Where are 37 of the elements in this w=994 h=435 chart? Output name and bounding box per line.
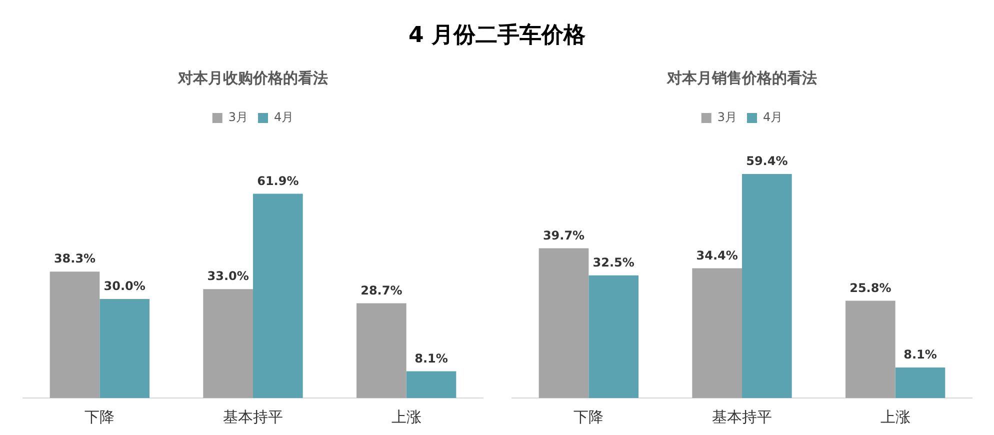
bar <box>202 289 252 398</box>
data-label: 25.8% <box>849 280 891 295</box>
bar <box>894 367 945 398</box>
data-label: 8.1% <box>903 348 936 362</box>
bar <box>742 174 792 398</box>
bar <box>692 268 742 398</box>
bar <box>406 371 456 398</box>
bar <box>845 300 895 398</box>
chart-title: 对本月销售价格的看法 <box>666 68 816 87</box>
chart-title: 对本月收购价格的看法 <box>176 68 328 87</box>
bar <box>588 275 638 398</box>
legend-label: 4月 <box>274 110 294 124</box>
data-label: 39.7% <box>542 228 584 242</box>
data-label: 8.1% <box>414 351 448 366</box>
bar <box>49 272 100 398</box>
x-tick-label: 下降 <box>84 408 114 426</box>
data-label: 61.9% <box>256 174 298 188</box>
data-label: 34.4% <box>696 248 738 262</box>
x-tick-label: 上涨 <box>390 408 421 426</box>
data-label: 38.3% <box>53 252 96 266</box>
x-tick-label: 基本持平 <box>712 408 772 426</box>
bar <box>356 303 406 398</box>
bar <box>99 299 149 398</box>
x-tick-label: 基本持平 <box>222 408 282 426</box>
legend-label: 4月 <box>762 110 782 124</box>
bar <box>252 194 302 398</box>
bar <box>538 248 588 398</box>
x-tick-label: 上涨 <box>880 408 910 426</box>
legend-label: 3月 <box>228 110 248 124</box>
data-label: 32.5% <box>592 256 634 270</box>
x-tick-label: 下降 <box>573 408 604 426</box>
text: 4 月份二手车价格 <box>408 22 586 50</box>
data-label: 28.7% <box>360 283 402 298</box>
data-label: 59.4% <box>746 154 788 168</box>
data-label: 33.0% <box>206 269 248 284</box>
data-label: 30.0% <box>103 279 145 294</box>
legend-label: 3月 <box>716 110 737 124</box>
